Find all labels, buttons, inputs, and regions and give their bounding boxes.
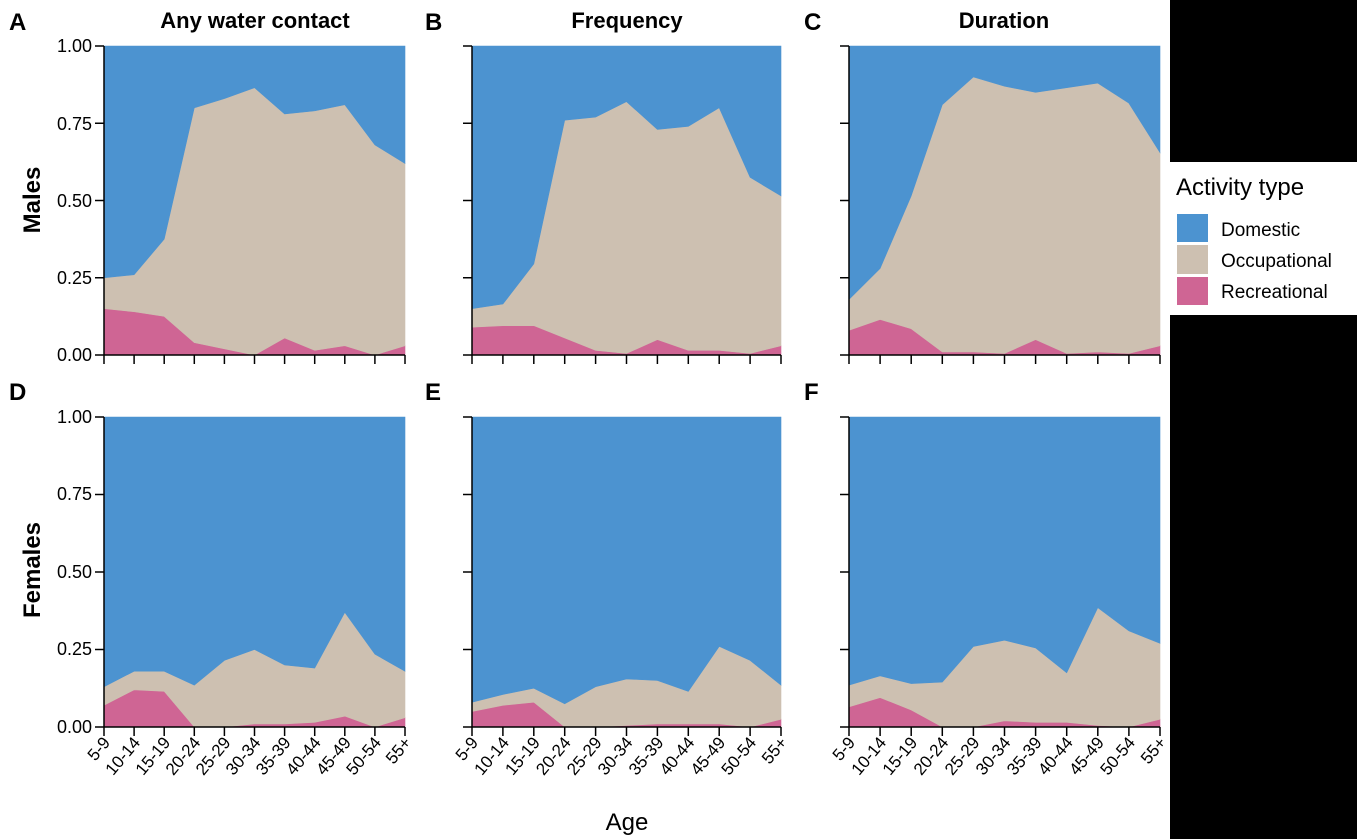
- panel-e: 5-910-1415-1920-2425-2930-3435-3940-4445…: [452, 416, 791, 779]
- area-domestic: [471, 45, 782, 309]
- panel-letter-c: C: [804, 9, 821, 36]
- column-title-duration: Duration: [959, 8, 1049, 33]
- y-axis: [95, 416, 105, 728]
- x-axis: [471, 726, 782, 736]
- y-tick-label: 0.25: [57, 639, 92, 659]
- x-tick-label: 50-54: [342, 733, 385, 779]
- panel-b: [463, 45, 782, 364]
- row-title-females: Females: [19, 522, 46, 618]
- x-axis: [103, 354, 406, 364]
- panel-letter-b: B: [425, 9, 442, 36]
- legend-title: Activity type: [1176, 174, 1304, 201]
- y-tick-label: 1.00: [57, 36, 92, 56]
- legend-label-occupational: Occupational: [1221, 251, 1332, 272]
- x-tick-label: 55+: [1137, 733, 1170, 767]
- y-tick-label: 0.75: [57, 484, 92, 504]
- x-tick-label: 55+: [758, 733, 791, 767]
- panel-d: 5-910-1415-1920-2425-2930-3435-3940-4445…: [84, 416, 415, 779]
- legend-swatch-recreational: [1177, 277, 1208, 305]
- y-axis: [463, 416, 473, 728]
- x-tick-label: 50-54: [718, 733, 761, 779]
- x-axis: [471, 354, 782, 364]
- panel-c: [840, 45, 1161, 364]
- y-tick-label: 0.25: [57, 268, 92, 288]
- legend-swatch-occupational: [1177, 245, 1208, 274]
- x-axis: [848, 726, 1161, 736]
- y-axis: [840, 416, 850, 728]
- y-tick-label: 0.50: [57, 191, 92, 211]
- panel-letter-f: F: [804, 379, 819, 406]
- legend-label-domestic: Domestic: [1221, 220, 1300, 241]
- panel-letter-e: E: [425, 379, 441, 406]
- legend: Activity type Domestic Occupational Recr…: [1166, 162, 1357, 315]
- y-axis-labels-row2: 0.00 0.25 0.50 0.75 1.00: [57, 407, 92, 737]
- column-title-frequency: Frequency: [571, 8, 683, 33]
- black-side-panel: [1170, 0, 1357, 839]
- panel-f: 5-910-1415-1920-2425-2930-3435-3940-4445…: [829, 416, 1170, 779]
- x-axis: [848, 354, 1161, 364]
- x-axis: [103, 726, 406, 736]
- x-tick-label: 50-54: [1096, 733, 1139, 779]
- y-tick-label: 0.00: [57, 717, 92, 737]
- panels: 5-910-1415-1920-2425-2930-3435-3940-4445…: [84, 45, 1170, 779]
- y-axis: [840, 45, 850, 356]
- panel-a: [95, 45, 406, 364]
- area-domestic: [848, 416, 1161, 686]
- y-tick-label: 1.00: [57, 407, 92, 427]
- legend-label-recreational: Recreational: [1221, 282, 1328, 303]
- column-title-any-water-contact: Any water contact: [160, 8, 350, 33]
- y-tick-label: 0.75: [57, 114, 92, 134]
- panel-letter-d: D: [9, 379, 26, 406]
- area-domestic: [103, 45, 406, 279]
- y-axis-labels-row1: 0.00 0.25 0.50 0.75 1.00: [57, 36, 92, 365]
- row-title-males: Males: [19, 167, 46, 234]
- area-domestic: [103, 416, 406, 688]
- y-axis: [463, 45, 473, 356]
- area-domestic: [848, 45, 1161, 301]
- x-axis-title: Age: [606, 809, 649, 836]
- y-axis: [95, 45, 105, 356]
- y-tick-label: 0.50: [57, 562, 92, 582]
- y-tick-label: 0.00: [57, 345, 92, 365]
- x-tick-label: 55+: [382, 733, 415, 767]
- legend-swatch-domestic: [1177, 214, 1208, 242]
- area-domestic: [471, 416, 782, 705]
- panel-letter-a: A: [9, 9, 26, 36]
